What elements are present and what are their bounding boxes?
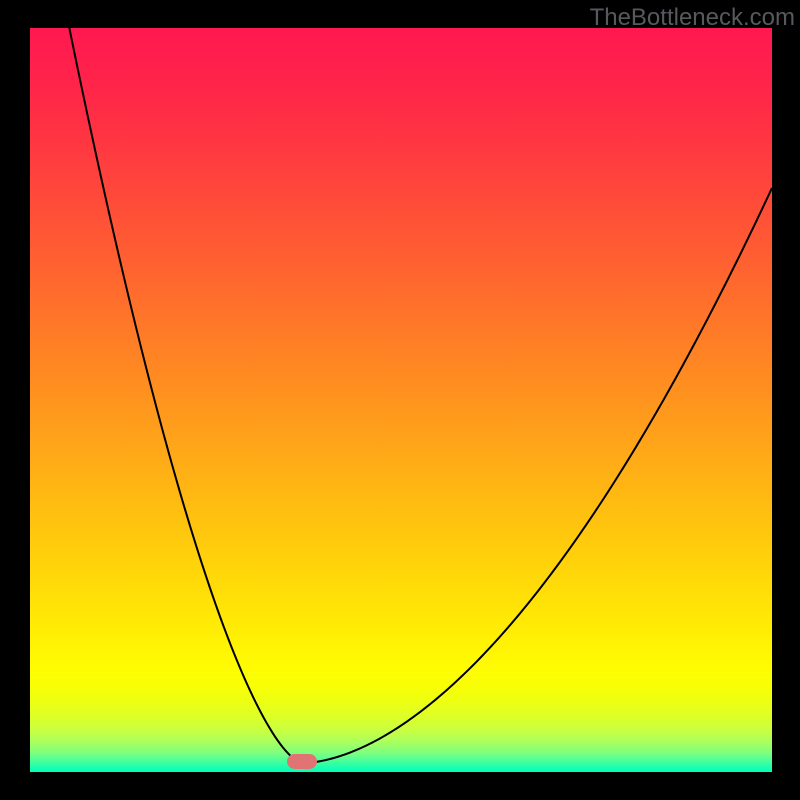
minimum-marker bbox=[287, 754, 317, 769]
chart-container: TheBottleneck.com bbox=[0, 0, 800, 800]
curve-path bbox=[69, 28, 772, 763]
bottleneck-curve bbox=[30, 28, 772, 772]
plot-area bbox=[30, 28, 772, 772]
